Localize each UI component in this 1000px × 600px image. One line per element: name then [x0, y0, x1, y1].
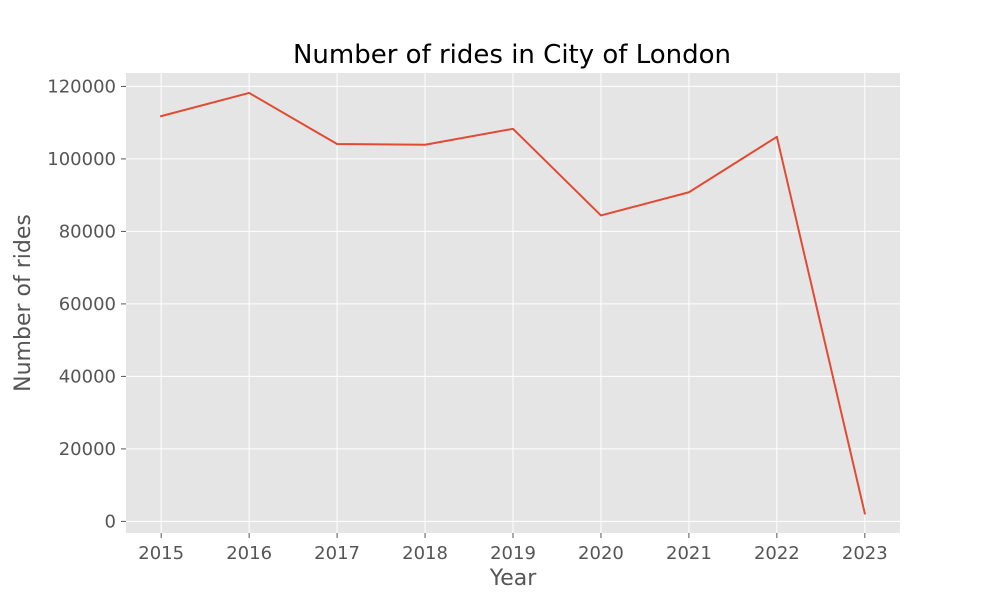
y-tick-label: 40000 — [59, 366, 116, 387]
series-layer — [159, 91, 867, 515]
series-line — [159, 91, 867, 515]
y-tick-label: 60000 — [59, 294, 116, 315]
y-tick-label: 100000 — [47, 149, 116, 170]
x-tick-label: 2023 — [842, 543, 888, 564]
y-tick-label: 80000 — [59, 221, 116, 242]
x-axis-ticks: 2015 2016 2017 2018 2019 2020 2021 2022 2023 — [138, 533, 888, 564]
chart-title: Number of rides in City of London — [293, 40, 731, 70]
x-tick-label: 2021 — [666, 543, 712, 564]
grid — [126, 73, 900, 533]
y-axis-label: Number of rides — [11, 214, 36, 392]
x-tick-label: 2020 — [578, 543, 624, 564]
x-tick-label: 2019 — [490, 543, 536, 564]
x-tick-label: 2016 — [226, 543, 272, 564]
x-tick-label: 2017 — [314, 543, 360, 564]
y-tick-label: 120000 — [47, 76, 116, 97]
y-tick-label: 0 — [105, 511, 116, 532]
x-tick-label: 2018 — [402, 543, 448, 564]
x-axis-label: Year — [489, 566, 538, 591]
x-tick-label: 2022 — [754, 543, 800, 564]
x-tick-label: 2015 — [138, 543, 184, 564]
y-tick-label: 20000 — [59, 439, 116, 460]
y-axis-ticks: 0 20000 40000 60000 80000 100000 120000 — [47, 76, 126, 532]
